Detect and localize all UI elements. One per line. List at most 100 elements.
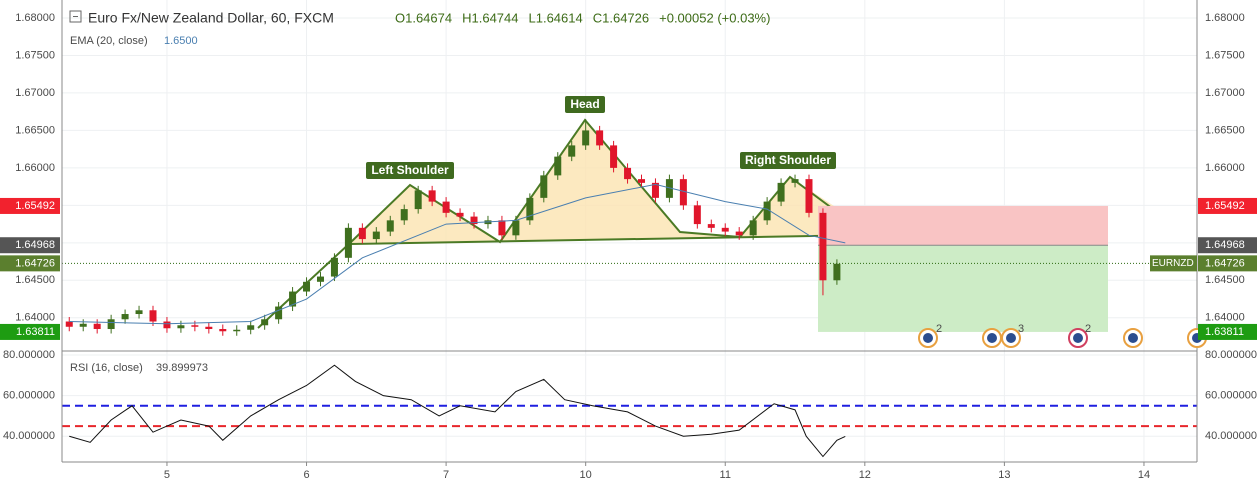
ohlc-value: L1.64614 (529, 10, 583, 25)
price-label: 1.63811 (1205, 326, 1244, 338)
candle-body (135, 310, 143, 315)
ohlc-value: +0.00052 (+0.03%) (659, 10, 770, 25)
price-label-box (1198, 237, 1257, 254)
candle-body (638, 179, 646, 183)
y-tick-label: 1.66500 (15, 124, 55, 136)
candle-body (219, 329, 227, 332)
price-label-box (0, 323, 60, 340)
candle-body (205, 326, 213, 330)
candle-body (610, 145, 618, 168)
candle-body (679, 179, 687, 206)
ema-title: EMA (20, close) (70, 35, 148, 47)
price-label-box (1198, 255, 1257, 272)
candle-body (735, 231, 743, 236)
ohlc-value: O1.64674 (395, 10, 452, 25)
candle-body (358, 227, 366, 240)
y-tick-label: 60.000000 (3, 390, 55, 402)
annotation: Head (565, 96, 605, 113)
symbol-label: EURNZD (1152, 258, 1194, 269)
x-tick-label: 5 (164, 469, 170, 481)
stop-zone (818, 205, 1108, 246)
y-tick-label: 1.64000 (1205, 312, 1245, 324)
candle-body (191, 325, 199, 327)
candle-body (693, 205, 701, 225)
candle-body (665, 179, 673, 198)
y-tick-label: 1.64000 (15, 312, 55, 324)
candle-body (233, 329, 241, 332)
event-count: 3 (1018, 323, 1024, 335)
candle-body (121, 314, 129, 320)
price-label: 1.64726 (1205, 257, 1245, 269)
y-tick-label: 1.66000 (15, 162, 55, 174)
candle-body (707, 224, 715, 228)
candle-body (177, 325, 185, 329)
y-tick-label: 1.67000 (15, 87, 55, 99)
candle-body (749, 220, 757, 236)
candle-body (247, 325, 255, 330)
candle-body (163, 321, 171, 329)
price-label: 1.65492 (15, 200, 55, 212)
annotation-label: Left Shoulder (371, 163, 449, 177)
candle-body (400, 209, 408, 221)
symbol-label-box (1150, 255, 1197, 272)
annotation-label: Head (570, 97, 599, 111)
candle-body (833, 263, 841, 281)
candle-body (498, 220, 506, 236)
price-label: 1.65492 (1205, 200, 1245, 212)
rsi-line (69, 364, 846, 458)
candle-body (540, 175, 548, 198)
price-label: 1.64726 (15, 257, 55, 269)
candle-body (386, 220, 394, 232)
candle-body (414, 190, 422, 210)
candle-body (79, 323, 87, 327)
candle-body (526, 197, 534, 221)
price-label-box (1198, 197, 1257, 214)
x-tick-label: 12 (859, 469, 871, 481)
candle-body (316, 276, 324, 282)
event-count: 2 (936, 323, 942, 335)
ohlc-value: C1.64726 (593, 10, 649, 25)
candle-body (568, 145, 576, 157)
y-tick-label: 1.68000 (1205, 12, 1245, 24)
annotation: Right Shoulder (740, 152, 836, 169)
y-tick-label: 1.67500 (15, 49, 55, 61)
x-tick-label: 14 (1138, 469, 1150, 481)
price-label-box (0, 197, 60, 214)
position-box (62, 205, 1197, 332)
candle-body (93, 323, 101, 330)
candle-body (624, 167, 632, 180)
candle-body (512, 220, 520, 236)
candle-body (261, 319, 269, 326)
neckline (349, 234, 871, 245)
candle-body (651, 182, 659, 198)
y-tick-label: 40.000000 (3, 430, 55, 442)
price-label-box (1198, 323, 1257, 340)
candle-body (582, 130, 590, 146)
rsi-value: 39.899973 (156, 362, 208, 374)
collapse-icon[interactable] (69, 10, 82, 23)
event-count: 2 (1085, 323, 1091, 335)
candle-body (470, 216, 478, 225)
candle-body (65, 321, 73, 327)
y-tick-label: 1.67000 (1205, 87, 1245, 99)
plot (62, 119, 1197, 458)
candle-body (805, 179, 813, 213)
candle-body (456, 212, 464, 217)
y-tick-label: 40.000000 (1205, 430, 1257, 442)
candle-body (289, 291, 297, 307)
candle-body (275, 306, 283, 320)
candle-body (819, 212, 827, 281)
target-zone (818, 245, 1108, 332)
y-tick-label: 60.000000 (1205, 390, 1257, 402)
price-label-box (0, 237, 60, 254)
x-tick-label: 7 (443, 469, 449, 481)
candle-body (777, 182, 785, 202)
y-tick-label: 1.66500 (1205, 124, 1245, 136)
rsi-title: RSI (16, close) (70, 362, 143, 374)
y-tick-label: 1.64500 (1205, 274, 1245, 286)
y-tick-label: 1.64500 (15, 274, 55, 286)
price-label: 1.63811 (16, 326, 55, 338)
y-tick-label: 80.000000 (1205, 349, 1257, 361)
x-tick-label: 6 (303, 469, 309, 481)
candle-body (554, 156, 562, 176)
